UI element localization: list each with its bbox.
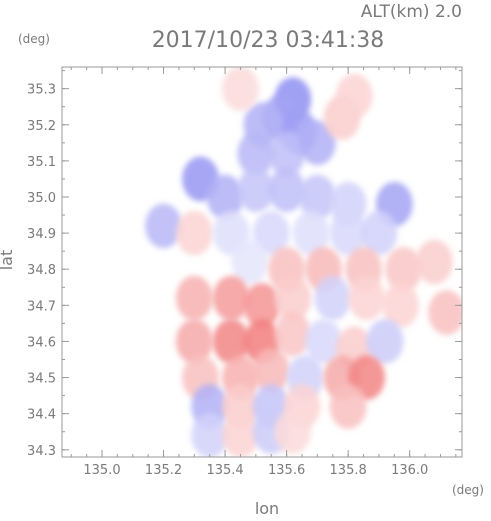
y-tick-label: 34.8 <box>27 263 56 278</box>
y-tick-label: 34.6 <box>27 335 56 350</box>
echo-cell <box>212 275 250 321</box>
plot-frame <box>61 66 463 458</box>
y-tick-label: 34.4 <box>27 408 56 423</box>
echo-cell <box>252 210 290 256</box>
echo-cell <box>348 275 386 321</box>
radar-echo-field <box>145 67 462 457</box>
echo-cell <box>335 73 373 119</box>
altitude-label: ALT(km) 2.0 <box>361 2 462 22</box>
echo-cell <box>366 319 404 364</box>
y-tick-label: 34.9 <box>27 227 56 242</box>
echo-cell <box>268 167 306 213</box>
echo-cell <box>428 290 462 335</box>
x-tick-label: 135.0 <box>83 463 120 478</box>
x-unit-label: (deg) <box>452 483 484 497</box>
echo-cell <box>314 275 352 321</box>
echo-cell <box>237 167 275 213</box>
echo-cell <box>274 311 312 357</box>
x-tick-label: 135.6 <box>268 463 305 478</box>
echo-cell <box>385 246 422 292</box>
echo-cell <box>382 282 419 328</box>
y-tick-label: 35.2 <box>27 119 56 134</box>
echo-cell <box>360 210 398 256</box>
echo-cell <box>298 174 336 220</box>
echo-cell <box>175 319 213 364</box>
y-tick-label: 34.5 <box>27 372 56 387</box>
y-tick-label: 35.0 <box>27 191 56 206</box>
echo-cell <box>252 347 290 393</box>
x-tick-label: 135.4 <box>206 463 243 478</box>
echo-cell <box>329 210 367 256</box>
y-axis-label: lat <box>0 250 16 271</box>
echo-cell <box>212 319 250 364</box>
echo-cell <box>274 275 312 321</box>
echo-cell <box>274 409 312 455</box>
echo-cell <box>175 275 213 321</box>
y-tick-label: 35.3 <box>27 83 56 98</box>
x-tick-label: 136.0 <box>391 463 428 478</box>
x-tick-label: 135.8 <box>330 463 367 478</box>
echo-cell <box>292 210 330 256</box>
echo-cell <box>175 210 213 256</box>
echo-cell <box>243 282 281 328</box>
x-tick-label: 135.2 <box>145 463 182 478</box>
echo-cell <box>206 174 244 220</box>
echo-cell <box>237 131 275 177</box>
x-axis-label: lon <box>255 499 279 518</box>
echo-cell <box>222 412 259 457</box>
echo-cell <box>298 120 336 166</box>
echo-cell <box>415 239 453 285</box>
y-tick-label: 34.3 <box>27 444 56 459</box>
echo-cell <box>222 67 259 112</box>
echo-cell <box>145 203 183 249</box>
echo-cell <box>191 412 229 457</box>
chart-title: 2017/10/23 03:41:38 <box>152 28 385 53</box>
echo-cell <box>305 319 342 364</box>
echo-cell <box>231 239 269 285</box>
y-tick-label: 34.7 <box>27 299 56 314</box>
echo-cell <box>329 384 367 429</box>
y-unit-label: (deg) <box>18 32 50 46</box>
echo-cell <box>268 131 306 177</box>
y-tick-label: 35.1 <box>27 155 56 170</box>
